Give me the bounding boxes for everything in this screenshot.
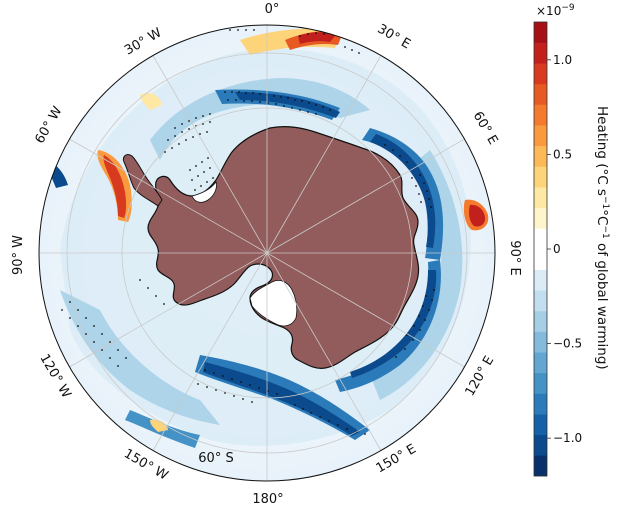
- colorbar-cell: [534, 207, 547, 229]
- colorbar-cell: [534, 414, 547, 436]
- polar-map: [39, 25, 495, 481]
- stipple-band-6: [61, 279, 165, 367]
- colorbar-cell: [534, 166, 547, 188]
- stippling: [61, 29, 435, 435]
- colorbar-cell: [534, 42, 547, 64]
- lon-label-180: 180°: [252, 492, 283, 507]
- stipple-band-2: [164, 113, 214, 191]
- colorbar-cell: [534, 393, 547, 415]
- colorbar: 1.0 0.5 0 −0.5 −1.0 ×10−9 Heating (°C s−1°C−…: [533, 3, 610, 477]
- colorbar-cell: [534, 187, 547, 209]
- meridian-60w: [69, 138, 268, 254]
- lon-label-0: 0°: [265, 2, 280, 17]
- meridian-150w: [152, 252, 268, 451]
- colorbar-cell: [534, 310, 547, 332]
- colorbar-tick-label: −1.0: [553, 431, 582, 445]
- meridian-30e: [266, 55, 382, 254]
- meridian-120e: [266, 252, 465, 368]
- colorbar-cell: [534, 63, 547, 85]
- weddell-ice-shelf: [191, 181, 217, 203]
- colorbar-tick-label: 0.5: [553, 147, 572, 161]
- lon-label-60e: 60° E: [470, 109, 501, 147]
- colorbar-tick-label: 1.0: [553, 53, 572, 67]
- colorbar-cell: [534, 352, 547, 374]
- colorbar-tick-label: −0.5: [553, 337, 582, 351]
- stipple-band-4: [395, 289, 435, 358]
- meridian-150e: [266, 252, 382, 451]
- colorbar-multiplier: ×10−9: [536, 3, 575, 18]
- colorbar-cell: [534, 228, 547, 250]
- stipple-band-7: [229, 29, 360, 54]
- graticule: [39, 25, 495, 481]
- colorbar-cell: [534, 434, 547, 456]
- field-warm: [97, 28, 489, 432]
- lat-label-60s: 60° S: [198, 451, 233, 466]
- antarctic-peninsula: [123, 154, 163, 207]
- colorbar-cell: [534, 331, 547, 353]
- stipple-band-3: [384, 144, 432, 208]
- stipple-band-1: [224, 91, 331, 115]
- colorbar-cell: [534, 290, 547, 312]
- colorbar-cell: [534, 125, 547, 147]
- colorbar-cells: [534, 22, 547, 477]
- meridian-60e: [266, 138, 465, 254]
- ross-ice-shelf: [249, 280, 298, 327]
- colorbar-cell: [534, 22, 547, 43]
- stipple-band-5: [197, 369, 366, 435]
- colorbar-cell: [534, 455, 547, 477]
- colorbar-cell: [534, 372, 547, 394]
- colorbar-cell: [534, 104, 547, 126]
- colorbar-cell: [534, 145, 547, 167]
- lon-label-90e: 90° E: [507, 240, 522, 275]
- colorbar-title: Heating (°C s−1°C−1 of global warming): [594, 106, 610, 370]
- colorbar-cell: [534, 269, 547, 291]
- colorbar-tick-label: 0: [553, 242, 561, 256]
- lon-label-30e: 30° E: [375, 22, 413, 53]
- map-border: [38, 24, 496, 482]
- lon-label-90w: 90° W: [11, 235, 26, 275]
- colorbar-ticks: 1.0 0.5 0 −0.5 −1.0: [547, 53, 582, 445]
- colorbar-cell: [534, 249, 547, 270]
- meridian-30w: [152, 55, 268, 254]
- colorbar-cell: [534, 83, 547, 105]
- meridian-120w: [69, 252, 268, 368]
- lon-label-60w: 60° W: [32, 104, 65, 146]
